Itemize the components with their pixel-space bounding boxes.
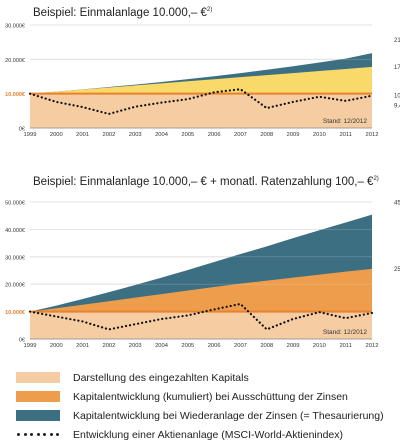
x-tick-label: 2002: [102, 343, 115, 349]
end-value-label: 45.400 €: [394, 201, 400, 207]
x-tick-label: 2005: [181, 132, 194, 138]
line-aktien: [28, 88, 374, 116]
legend-swatch-ausschuettung: [16, 391, 60, 402]
x-tick-label: 2003: [129, 343, 142, 349]
end-value-label: 17.800 €: [394, 65, 400, 71]
legend-label-eingezahlt: Darstellung des eingezahlten Kapitals: [73, 371, 249, 384]
x-tick-label: 2003: [129, 132, 142, 138]
chart-2-title-footnote: 2): [373, 176, 379, 182]
y-tick-label: 20.000€: [5, 283, 25, 289]
y-tick-label: 30.000€: [5, 255, 25, 261]
chart-1-title: Beispiel: Einmalanlage 10.000,– €2): [33, 7, 212, 19]
chart-2-title-text: Beispiel: Einmalanlage 10.000,– € + mona…: [33, 176, 374, 188]
x-tick-label: 2011: [339, 343, 351, 349]
legend-item-eingezahlt: Darstellung des eingezahlten Kapitals: [16, 368, 396, 387]
area-eingezahlt: [30, 93, 372, 128]
x-tick-label: 1999: [24, 343, 37, 349]
stand-label: Stand: 12/2012: [323, 329, 367, 336]
x-tick-label: 2010: [313, 132, 326, 138]
end-value-label: 9.400 €: [394, 104, 400, 110]
x-tick-label: 2012: [366, 132, 379, 138]
y-tick-label: 30.000€: [5, 24, 25, 30]
legend: Darstellung des eingezahlten Kapitals Ka…: [16, 368, 396, 444]
legend-item-ausschuettung: Kapitalentwicklung (kumuliert) bei Aussc…: [16, 387, 396, 406]
y-tick-label: 10.000€: [5, 310, 25, 316]
x-tick-label: 2004: [155, 132, 169, 138]
end-value-label: 25.600 €: [394, 267, 400, 273]
legend-label-ausschuettung: Kapitalentwicklung (kumuliert) bei Aussc…: [73, 390, 348, 403]
x-tick-label: 2004: [155, 343, 169, 349]
y-tick-label: 0€: [19, 338, 25, 344]
x-tick-label: 2007: [234, 343, 247, 349]
legend-label-aktien: Entwicklung einer Aktienanlage (MSCI-Wor…: [73, 428, 344, 441]
chart-1-title-text: Beispiel: Einmalanlage 10.000,– €: [33, 7, 207, 19]
chart-1: 0€ 10.000€ 20.000€ 30.000€ 1999 2000 2001 2002 2…: [5, 24, 400, 139]
legend-swatch-thesaurierung: [16, 410, 60, 421]
end-value-label: 10.000 €: [394, 94, 400, 100]
x-tick-label: 2006: [208, 132, 221, 138]
x-tick-label: 2001: [76, 343, 89, 349]
chart-2-title: Beispiel: Einmalanlage 10.000,– € + mona…: [33, 176, 379, 188]
x-tick-label: 2010: [313, 343, 326, 349]
x-tick-label: 2011: [339, 132, 351, 138]
end-value-label: 21.800 €: [394, 38, 400, 44]
chart-2: 0€ 10.000€ 20.000€ 30.000€ 40.000€ 50.000€ 199…: [5, 201, 400, 350]
chart-1-title-footnote: 2): [206, 7, 213, 13]
legend-swatch-aktien: [16, 429, 60, 440]
legend-item-thesaurierung: Kapitalentwicklung bei Wiederanlage der …: [16, 406, 396, 425]
y-tick-label: 10.000€: [5, 92, 25, 98]
x-tick-label: 2008: [260, 343, 273, 349]
x-tick-label: 2002: [102, 132, 115, 138]
y-tick-label: 0€: [19, 127, 25, 133]
area-eingezahlt: [30, 311, 372, 339]
x-tick-label: 2009: [287, 132, 300, 138]
x-tick-label: 2006: [208, 343, 221, 349]
x-tick-label: 2001: [76, 132, 89, 138]
legend-label-thesaurierung: Kapitalentwicklung bei Wiederanlage der …: [73, 409, 384, 422]
y-tick-label: 40.000€: [5, 228, 25, 234]
x-tick-label: 2000: [50, 132, 63, 138]
legend-item-aktien: Entwicklung einer Aktienanlage (MSCI-Wor…: [16, 425, 396, 444]
x-tick-label: 2007: [234, 132, 247, 138]
x-tick-label: 2008: [260, 132, 273, 138]
x-tick-label: 2005: [181, 343, 194, 349]
x-tick-label: 2012: [366, 343, 379, 349]
legend-swatch-eingezahlt: [16, 372, 60, 383]
stand-label: Stand: 12/2012: [323, 118, 367, 125]
line-aktien: [28, 302, 374, 331]
x-tick-label: 2009: [287, 343, 300, 349]
x-tick-label: 2000: [50, 343, 63, 349]
y-tick-label: 20.000€: [5, 58, 25, 64]
y-tick-label: 50.000€: [5, 201, 25, 207]
x-tick-label: 1999: [24, 132, 37, 138]
